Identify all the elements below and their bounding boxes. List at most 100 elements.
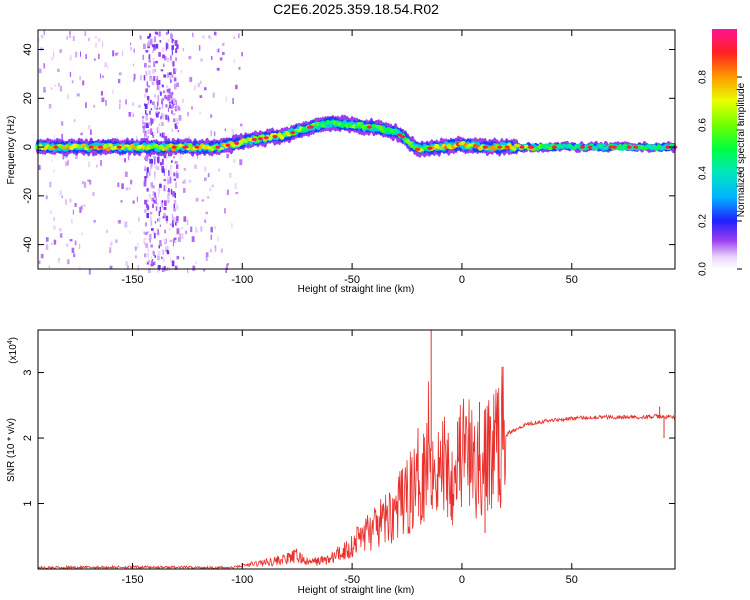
spectrogram-noise-cell [226, 264, 228, 270]
spectrogram-noise-cell [124, 158, 126, 163]
spectrogram-noise-cell [156, 101, 159, 107]
spectrogram-noise-cell [154, 76, 156, 81]
spectrogram-noise-cell [128, 187, 131, 190]
spectrogram-peak-cell [608, 145, 614, 149]
spectrogram-noise-cell [168, 101, 171, 104]
spectrogram-noise-cell [207, 173, 210, 178]
spectrogram-noise-cell [43, 90, 46, 92]
spectrogram-noise-cell [152, 57, 155, 60]
spectrogram-noise-cell [168, 170, 170, 176]
spectrogram-noise-cell [149, 77, 152, 81]
spectrogram-noise-cell [161, 122, 164, 126]
spectrogram-noise-cell [53, 217, 55, 221]
spectrogram-noise-cell [170, 105, 174, 109]
spectrogram-noise-cell [132, 102, 134, 106]
spectrogram-noise-cell [156, 107, 158, 110]
spectrogram-noise-cell [226, 263, 229, 266]
spectrogram-noise-cell [167, 194, 170, 200]
spectrogram-noise-cell [203, 166, 207, 172]
spectrogram-noise-cell [40, 253, 44, 259]
spectrogram-noise-cell [148, 172, 151, 176]
spectrogram-noise-cell [144, 132, 147, 137]
spectrogram-noise-cell [154, 94, 156, 98]
spectrogram-noise-cell [150, 120, 154, 124]
spectrogram-noise-cell [145, 50, 149, 53]
spectrogram-noise-cell [133, 78, 135, 82]
spectrogram-noise-cell [101, 75, 105, 78]
spectrogram-ridge-cell [547, 147, 553, 151]
spectrogram-peak-cell [183, 145, 189, 149]
spectrogram-noise-cell [178, 237, 181, 242]
spectrogram-noise-cell [187, 269, 189, 273]
spectrogram-peak-cell [366, 125, 372, 129]
spectrogram-noise-cell [188, 179, 192, 183]
spectrogram-noise-cell [216, 67, 220, 71]
spectrogram-noise-cell [144, 165, 146, 171]
spectrogram-noise-cell [163, 132, 165, 136]
spectrogram-noise-cell [155, 113, 159, 118]
spectrogram-noise-cell [156, 76, 158, 82]
spectrogram-noise-cell [180, 69, 182, 74]
spectrogram-peak-cell [88, 145, 94, 149]
spectrogram-noise-cell [159, 210, 162, 213]
spectrogram-noise-cell [172, 240, 174, 247]
spectrogram-noise-cell [58, 228, 62, 232]
spectrogram-noise-cell [173, 208, 177, 212]
spectrogram-noise-cell [171, 110, 173, 114]
spectrogram-noise-cell [165, 249, 169, 252]
spectrogram-noise-cell [176, 215, 179, 221]
spectrogram-peak-cell [290, 131, 296, 135]
spectrogram-noise-cell [61, 133, 63, 140]
spectrogram-noise-cell [154, 171, 156, 177]
spectrogram-noise-cell [59, 233, 63, 238]
spectrogram-noise-cell [226, 189, 229, 195]
spectrogram-noise-cell [173, 155, 175, 159]
spectrogram-noise-cell [176, 118, 179, 125]
spectrogram-noise-cell [50, 210, 52, 214]
spectrogram-noise-cell [171, 92, 174, 95]
spectrogram-noise-cell [153, 118, 156, 122]
spectrogram-noise-cell [162, 257, 165, 263]
spectrogram-noise-cell [93, 219, 96, 223]
spectrogram-ridge-cell [622, 144, 628, 148]
spectrogram-noise-cell [53, 84, 57, 87]
spectrogram-x-label: Height of straight line (km) [298, 284, 415, 295]
spectrogram-noise-cell [164, 268, 167, 271]
spectrogram-peak-cell [308, 125, 314, 129]
spectrogram-noise-cell [92, 191, 95, 196]
spectrogram-noise-cell [150, 216, 152, 221]
spectrogram-noise-cell [165, 85, 169, 89]
spectrogram-noise-cell [179, 153, 182, 160]
spectrogram-noise-cell [88, 268, 91, 275]
spectrogram-noise-cell [179, 233, 182, 237]
spectrogram-noise-cell [170, 79, 172, 83]
spectrogram-noise-cell [145, 88, 148, 93]
spectrogram-noise-cell [71, 247, 75, 253]
spectrogram-noise-cell [127, 265, 129, 270]
spectrogram-noise-cell [155, 206, 158, 211]
spectrogram-noise-cell [38, 37, 40, 42]
spectrogram-noise-cell [40, 35, 44, 39]
spectrogram-noise-cell [146, 231, 149, 234]
spectrogram-noise-cell [146, 213, 149, 219]
spectrogram-noise-cell [174, 40, 178, 46]
spectrogram-noise-cell [169, 176, 172, 179]
spectrogram-noise-cell [136, 136, 138, 140]
spectrogram-noise-cell [85, 54, 87, 59]
spectrogram-noise-cell [175, 125, 178, 130]
spectrogram-noise-cell [147, 246, 149, 251]
spectrogram-noise-cell [132, 200, 135, 204]
spectrogram-noise-cell [157, 218, 159, 222]
spectrogram-noise-cell [94, 35, 97, 39]
spectrogram-noise-cell [79, 76, 81, 81]
spectrogram-noise-cell [222, 42, 225, 46]
spectrogram-noise-cell [167, 30, 169, 34]
spectrogram-x-tick-label: -100 [231, 274, 253, 286]
spectrogram-noise-cell [153, 155, 156, 159]
spectrogram-noise-cell [152, 185, 155, 189]
snr-marks [37, 330, 676, 571]
spectrogram-noise-cell [153, 261, 156, 266]
spectrogram-noise-cell [159, 240, 162, 246]
spectrogram-noise-cell [225, 267, 227, 273]
spectrogram-noise-cell [149, 193, 151, 199]
